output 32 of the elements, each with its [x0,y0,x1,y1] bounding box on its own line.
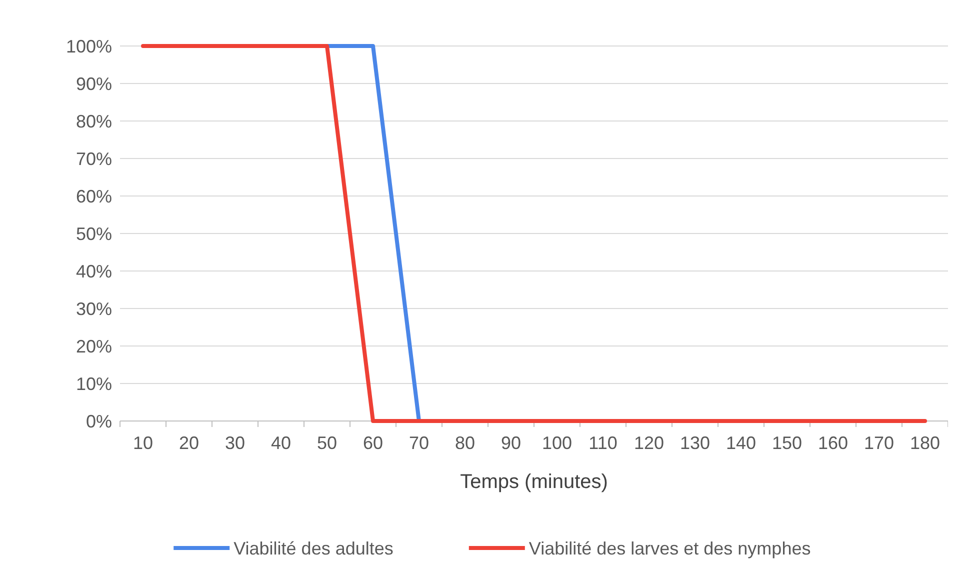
y-tick-label: 60% [76,186,112,206]
legend-label: Viabilité des adultes [234,538,394,558]
y-tick-label: 70% [76,148,112,169]
x-tick-label: 40 [270,433,292,453]
x-tick-label: 10 [132,433,154,453]
x-tick-label: 130 [680,433,710,453]
y-tick-label: 0% [86,411,112,432]
x-tick-label: 140 [726,433,756,453]
x-tick-label: 100 [542,433,572,453]
y-tick-label: 20% [76,336,112,356]
x-tick-label: 60 [362,433,384,453]
x-tick-label: 80 [454,433,476,453]
x-tick-label: 50 [316,433,338,453]
x-tick-label: 160 [818,433,848,453]
y-tick-label: 50% [76,224,112,244]
legend-label: Viabilité des larves et des nymphes [528,538,811,558]
y-tick-label: 40% [76,261,112,282]
x-tick-label: 150 [772,433,802,453]
x-tick-label: 30 [224,433,246,453]
y-tick-label: 80% [76,111,112,132]
x-tick-label: 120 [634,433,664,453]
x-axis-title: Temps (minutes) [460,471,608,493]
x-tick-label: 70 [408,433,430,453]
y-tick-label: 10% [76,374,112,394]
x-tick-label: 180 [910,433,940,453]
x-tick-label: 90 [500,433,522,453]
y-tick-label: 30% [76,298,112,319]
x-tick-label: 110 [588,433,618,453]
x-tick-label: 20 [178,433,200,453]
x-tick-label: 170 [864,433,894,453]
y-tick-label: 90% [76,74,112,94]
y-tick-label: 100% [66,36,112,56]
